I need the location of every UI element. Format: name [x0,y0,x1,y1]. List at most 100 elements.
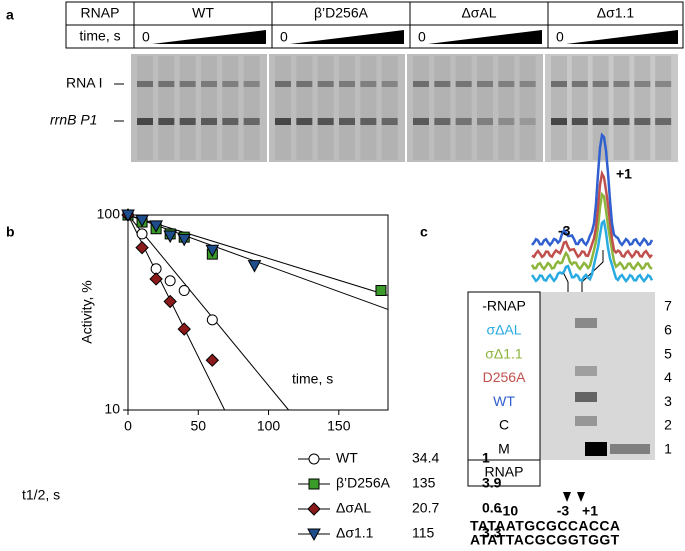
gel-lane [455,56,472,160]
gel-band [222,118,239,125]
marker [163,294,177,309]
gel-lane [477,56,493,160]
gel-band [339,118,355,125]
marker [375,285,387,297]
gel-band [592,81,609,87]
marker [247,260,262,273]
gel-band [413,118,429,125]
gel-band [158,118,175,125]
legend-marker [308,478,320,490]
gel-band [571,81,588,87]
trace [531,169,653,259]
gel-band [381,81,398,87]
header-label: RNAP [81,5,120,21]
gel-lane [634,56,651,160]
time-zero: 0 [556,29,564,45]
footer-box [467,459,541,487]
fit-line [127,214,289,411]
position-label: -10 [498,503,518,519]
lane-label: C [499,417,509,433]
legend-value: 34.4 [412,450,439,466]
band-label: RNA I [66,75,103,91]
legend-name: WT [336,450,358,466]
time-zero: 0 [418,29,426,45]
gel-band [222,81,239,87]
legend-box [467,291,541,461]
y-tick-label: 10 [104,401,120,417]
marker [135,214,149,228]
legend-title: t1/2, s [22,487,60,503]
gel-band [498,118,515,125]
footer-label: RNAP [485,464,524,480]
legend-name: Δσ1.1 [336,525,374,541]
gel-band [434,118,451,125]
trace [531,132,654,248]
lane-number: 1 [664,441,672,457]
marker [121,209,135,223]
gel-band [275,118,291,125]
gel-band [613,81,630,87]
lane-label: σΔ1.1 [485,345,523,361]
header-label: ΔσAL [461,5,496,21]
gel-band [179,118,196,125]
gel-lane [339,56,355,160]
legend-value: 135 [412,475,436,491]
gel-band [360,118,377,125]
lane-number: 4 [664,369,672,385]
marker [206,314,218,326]
gel-band [477,118,493,125]
gel-band [317,81,334,87]
band-label: rrnB P1 [50,112,97,128]
gel-band [455,118,472,125]
time-zero: 0 [280,29,288,45]
position-label: +1 [582,503,598,519]
lane-number: 3 [664,393,672,409]
gel-lane [243,56,260,160]
gel-band [317,118,334,125]
x-axis-label: time, s [292,371,333,387]
lane-number: 2 [664,417,672,433]
lane-number: 6 [664,322,672,338]
header-label: time, s [79,28,120,44]
gel-lane [381,56,398,160]
lane-label: WT [493,393,515,409]
gel-band [339,81,355,87]
legend-marker [308,453,320,465]
header-label: β’D256A [314,5,369,21]
gel-lane [613,56,630,160]
gel-band [571,118,588,125]
x-tick-label: 50 [190,418,206,434]
lane-label: -RNAP [482,298,526,314]
marker [205,353,220,367]
gel-band [519,118,536,125]
gel-lane [519,56,536,160]
time-zero: 0 [142,29,150,45]
y-axis-label: Activity, % [79,280,95,344]
gel-band [592,118,609,125]
x-tick-label: 0 [124,418,132,434]
legend-ratio: 0.6 [482,500,502,516]
lane-number: 7 [664,298,672,314]
legend-ratio: 3.3 [482,525,502,541]
sequence: TATAATGCGCCACCA [470,518,620,534]
header-label: WT [192,5,214,21]
y-tick-label: 100 [97,206,121,222]
marker [177,233,192,247]
gel-lane [158,56,175,160]
gel-lane [571,56,588,160]
gel-band [201,118,217,125]
lane-label: σΔAL [486,322,521,338]
gel-band [360,81,377,87]
gel-band [381,118,398,125]
marker [149,220,163,233]
lane-number: 5 [664,345,672,361]
gel-band [243,118,260,125]
legend-value: 20.7 [412,500,439,516]
position-label: -3 [557,503,570,519]
gel-lane [222,56,239,160]
header-label: Δσ1.1 [597,5,635,21]
gel-lane [137,56,153,160]
gel-lane [551,56,567,160]
peak-label: +1 [616,166,632,182]
